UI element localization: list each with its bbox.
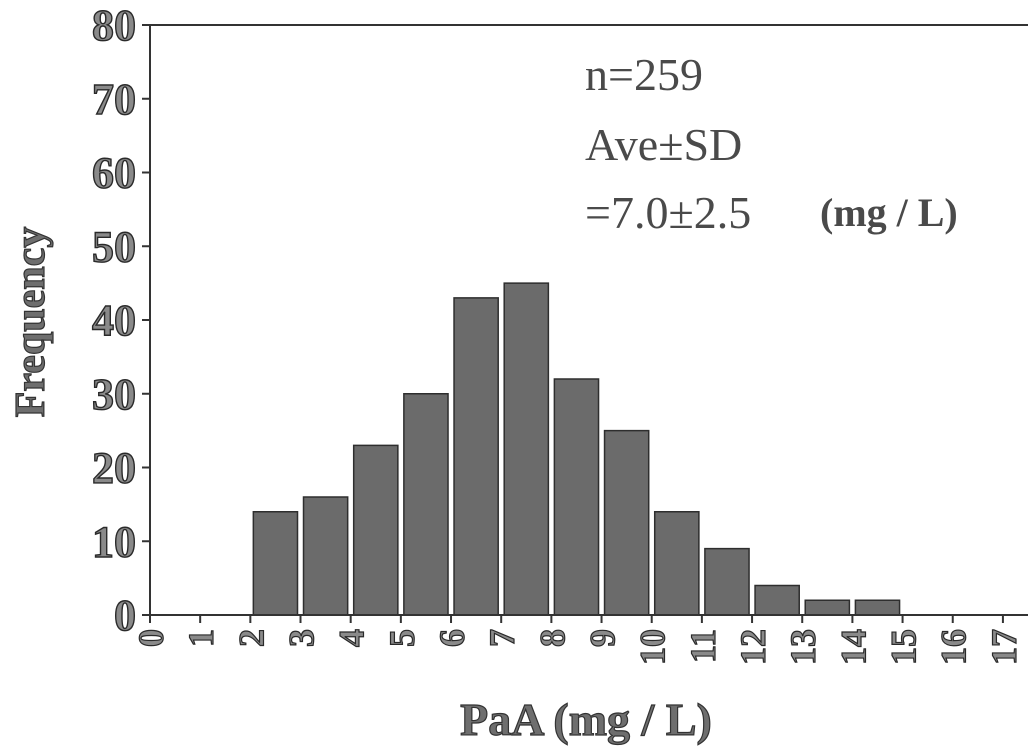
y-ticks-group: 0 10 20 30 40 50 60 70 80 [91,0,150,641]
histogram-bar [352,444,399,616]
x-tick-label: 17 [984,629,1024,665]
x-tick-label: 12 [733,629,773,665]
histogram-bar [754,584,800,616]
x-tick-label: 2 [231,629,271,647]
x-ticks-group: 0 1 2 3 4 5 6 7 8 9 10 11 12 13 14 15 16 17 [130,615,1025,666]
x-tick-label: 13 [783,629,823,665]
x-tick-label: 15 [884,629,924,665]
histogram-bar [603,429,650,616]
x-tick-label: 4 [332,629,372,647]
x-tick-label: 6 [432,629,472,647]
histogram-bar [804,599,851,616]
y-tick-label: 0 [114,591,136,640]
histogram-bar [704,547,750,616]
histogram-bar [553,378,600,616]
annotation-n: n=259 [585,49,703,100]
x-tick-label: 3 [282,629,322,647]
y-tick-label: 20 [92,444,136,493]
x-tick-label: 9 [583,629,623,647]
x-tick-label: 5 [382,629,422,647]
x-tick-label: 16 [934,629,974,665]
x-tick-label: 10 [633,629,673,665]
y-tick-label: 40 [92,296,136,345]
x-tick-label: 0 [131,629,171,647]
x-tick-label: 1 [181,629,221,647]
histogram-bar [403,393,449,616]
y-tick-label: 70 [92,75,136,124]
histogram-bar [302,496,349,616]
x-tick-label: 8 [532,629,572,647]
annotation-unit: (mg / L) [820,190,958,235]
y-tick-label: 30 [92,370,136,419]
bars-group [252,282,901,616]
x-axis-label: PaA (mg / L) [460,694,712,745]
y-axis-label: Frequency [8,227,54,418]
y-tick-label: 50 [92,222,136,271]
histogram-bar [854,599,901,616]
histogram-bar [252,511,299,616]
y-tick-label: 80 [92,1,136,50]
histogram-bar [453,297,499,616]
histogram-bar [653,511,700,616]
annotation-ave-sd-label: Ave±SD [585,119,742,170]
histogram-bar [503,282,550,616]
x-tick-label: 14 [833,629,873,665]
y-tick-label: 60 [92,149,136,198]
x-tick-label: 7 [482,629,522,647]
annotation-ave-sd-value: =7.0±2.5 [585,187,751,238]
x-tick-label: 11 [683,629,723,663]
y-tick-label: 10 [92,517,136,566]
